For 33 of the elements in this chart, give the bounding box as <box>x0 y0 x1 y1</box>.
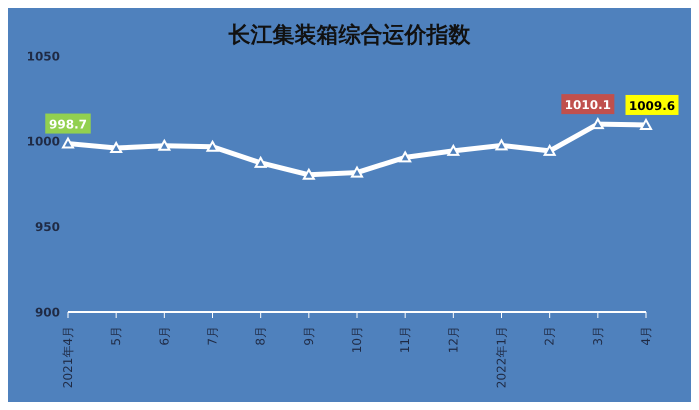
x-tick-label: 4月 <box>639 326 653 346</box>
point <box>158 140 170 151</box>
point <box>447 144 460 156</box>
point <box>496 139 508 150</box>
data-label: 1010.1 <box>564 98 611 112</box>
point <box>62 138 74 149</box>
x-tick-label: 12月 <box>446 326 460 354</box>
y-tick-label: 1000 <box>26 134 60 149</box>
point <box>399 151 412 162</box>
point <box>254 156 267 168</box>
x-tick-label: 8月 <box>254 326 268 346</box>
x-tick-label: 2月 <box>542 326 557 346</box>
x-tick-label: 5月 <box>109 326 124 346</box>
y-tick-label: 950 <box>34 220 60 234</box>
y-tick-label: 900 <box>34 305 60 320</box>
data-label: 1009.6 <box>628 98 676 113</box>
x-tick-label: 2022年1月 <box>494 326 508 388</box>
point <box>110 142 122 153</box>
x-tick-label: 11月 <box>398 326 412 354</box>
chart-title: 长江集装箱综合运价指数 <box>228 22 472 50</box>
x-tick-label: 6月 <box>157 326 172 346</box>
data-label: 998.7 <box>49 118 87 132</box>
point <box>640 118 652 130</box>
x-tick-label: 2021年4月 <box>61 326 75 388</box>
x-tick-label: 9月 <box>302 326 316 346</box>
point <box>302 168 315 180</box>
y-tick-label: 1050 <box>26 49 60 64</box>
x-tick-label: 3月 <box>590 326 605 346</box>
point <box>544 144 556 156</box>
point <box>351 166 363 178</box>
x-tick-label: 7月 <box>206 326 220 346</box>
point <box>206 140 218 152</box>
x-tick-label: 10月 <box>350 326 364 354</box>
